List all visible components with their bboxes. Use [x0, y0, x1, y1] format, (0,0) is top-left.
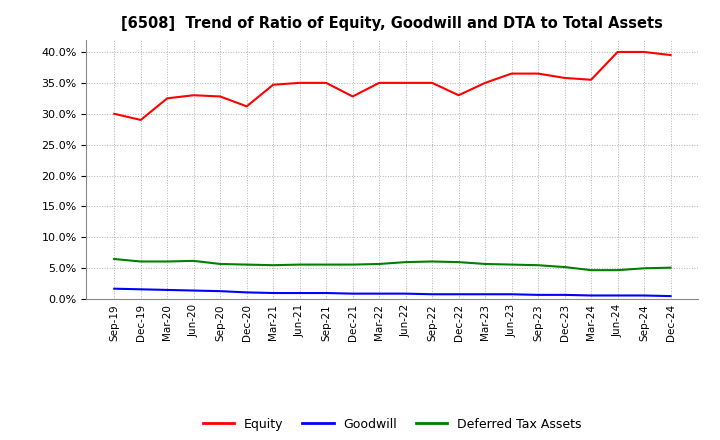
Goodwill	[481, 292, 490, 297]
Equity	[348, 94, 357, 99]
Equity	[666, 52, 675, 58]
Deferred Tax Assets	[375, 261, 384, 267]
Equity	[269, 82, 277, 88]
Goodwill	[401, 291, 410, 296]
Goodwill	[666, 293, 675, 299]
Deferred Tax Assets	[163, 259, 171, 264]
Goodwill	[269, 290, 277, 296]
Deferred Tax Assets	[295, 262, 304, 267]
Deferred Tax Assets	[110, 257, 119, 262]
Equity	[401, 80, 410, 85]
Equity	[163, 95, 171, 101]
Deferred Tax Assets	[640, 266, 649, 271]
Goodwill	[375, 291, 384, 296]
Line: Deferred Tax Assets: Deferred Tax Assets	[114, 259, 670, 270]
Equity	[428, 80, 436, 85]
Deferred Tax Assets	[428, 259, 436, 264]
Equity	[110, 111, 119, 117]
Goodwill	[243, 290, 251, 295]
Goodwill	[348, 291, 357, 296]
Equity	[613, 49, 622, 55]
Line: Goodwill: Goodwill	[114, 289, 670, 296]
Deferred Tax Assets	[666, 265, 675, 270]
Goodwill	[216, 289, 225, 294]
Deferred Tax Assets	[216, 261, 225, 267]
Deferred Tax Assets	[189, 258, 198, 264]
Legend: Equity, Goodwill, Deferred Tax Assets: Equity, Goodwill, Deferred Tax Assets	[198, 413, 587, 436]
Equity	[454, 92, 463, 98]
Equity	[534, 71, 542, 76]
Equity	[481, 80, 490, 85]
Goodwill	[428, 292, 436, 297]
Title: [6508]  Trend of Ratio of Equity, Goodwill and DTA to Total Assets: [6508] Trend of Ratio of Equity, Goodwil…	[122, 16, 663, 32]
Equity	[375, 80, 384, 85]
Deferred Tax Assets	[136, 259, 145, 264]
Deferred Tax Assets	[560, 264, 569, 270]
Deferred Tax Assets	[508, 262, 516, 267]
Goodwill	[640, 293, 649, 298]
Goodwill	[508, 292, 516, 297]
Deferred Tax Assets	[481, 261, 490, 267]
Deferred Tax Assets	[454, 260, 463, 265]
Goodwill	[163, 287, 171, 293]
Goodwill	[322, 290, 330, 296]
Equity	[560, 75, 569, 81]
Deferred Tax Assets	[322, 262, 330, 267]
Deferred Tax Assets	[401, 260, 410, 265]
Deferred Tax Assets	[613, 268, 622, 273]
Goodwill	[295, 290, 304, 296]
Line: Equity: Equity	[114, 52, 670, 120]
Equity	[243, 104, 251, 109]
Deferred Tax Assets	[243, 262, 251, 267]
Equity	[508, 71, 516, 76]
Equity	[322, 80, 330, 85]
Deferred Tax Assets	[348, 262, 357, 267]
Equity	[295, 80, 304, 85]
Goodwill	[534, 292, 542, 297]
Equity	[189, 92, 198, 98]
Goodwill	[587, 293, 595, 298]
Equity	[216, 94, 225, 99]
Deferred Tax Assets	[587, 268, 595, 273]
Goodwill	[110, 286, 119, 291]
Goodwill	[189, 288, 198, 293]
Deferred Tax Assets	[269, 263, 277, 268]
Equity	[640, 49, 649, 55]
Equity	[587, 77, 595, 82]
Goodwill	[136, 287, 145, 292]
Goodwill	[560, 292, 569, 297]
Equity	[136, 117, 145, 123]
Goodwill	[613, 293, 622, 298]
Deferred Tax Assets	[534, 263, 542, 268]
Goodwill	[454, 292, 463, 297]
